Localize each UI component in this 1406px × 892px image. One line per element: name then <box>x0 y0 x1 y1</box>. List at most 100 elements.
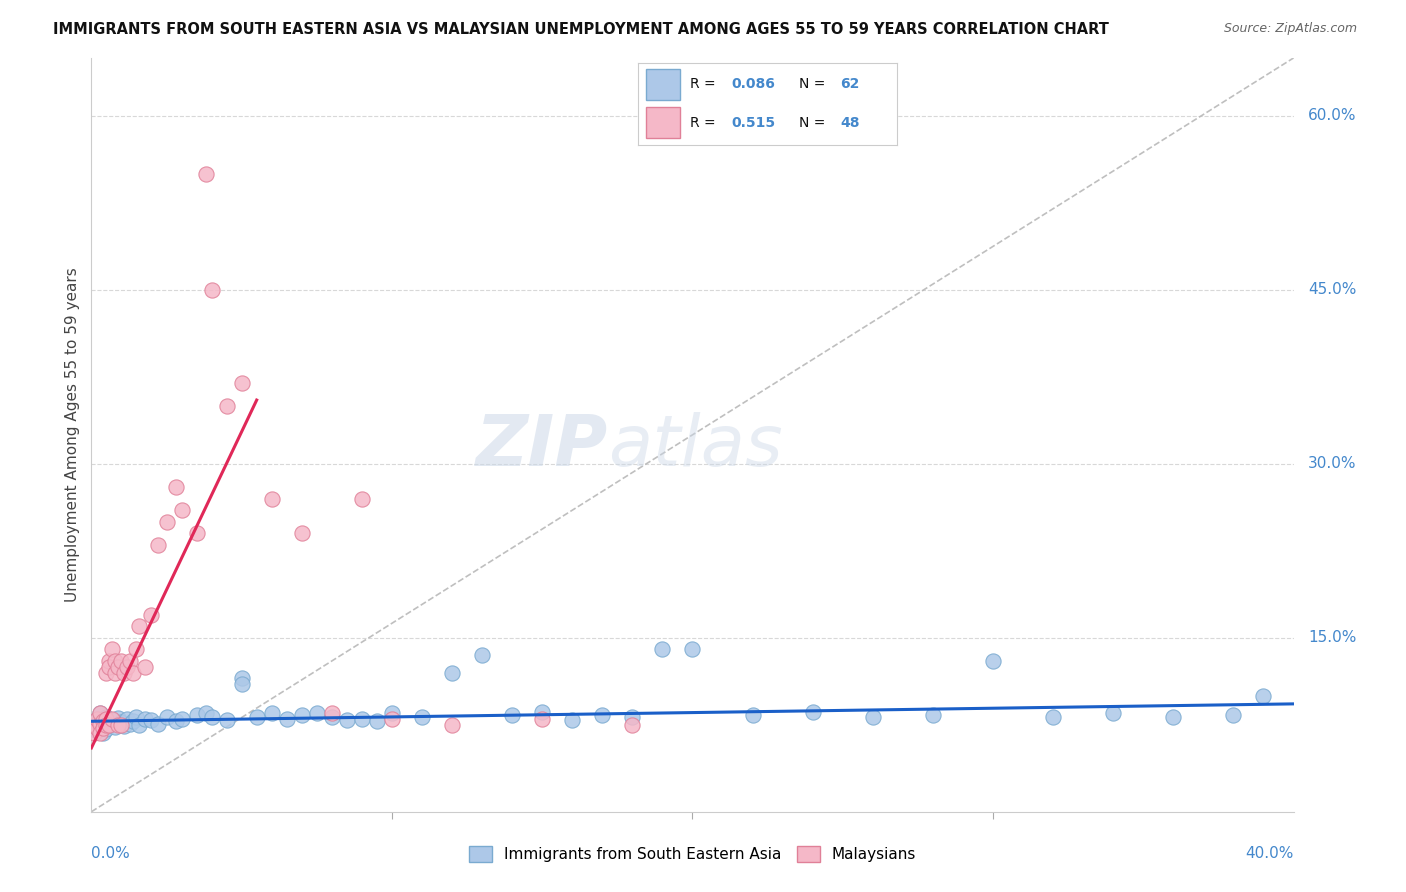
Point <box>291 708 314 723</box>
Point <box>165 480 187 494</box>
Point <box>165 714 187 729</box>
Point <box>366 714 388 729</box>
Point <box>350 712 373 726</box>
Point <box>681 642 703 657</box>
Point <box>1222 708 1244 723</box>
Point <box>114 719 136 733</box>
Text: Source: ZipAtlas.com: Source: ZipAtlas.com <box>1223 22 1357 36</box>
Point <box>101 713 124 727</box>
Point <box>98 716 121 731</box>
Point <box>96 723 118 737</box>
Point <box>260 706 283 721</box>
Point <box>215 399 238 413</box>
Point <box>1042 709 1064 723</box>
Point <box>922 708 945 723</box>
Point <box>155 515 177 529</box>
Point <box>651 642 673 657</box>
Point <box>531 712 554 726</box>
Point <box>89 716 111 731</box>
Point <box>128 717 150 731</box>
Point <box>96 665 118 680</box>
Point <box>231 677 253 691</box>
Point <box>86 712 108 726</box>
Text: 30.0%: 30.0% <box>1308 457 1357 471</box>
Text: 60.0%: 60.0% <box>1308 109 1357 123</box>
Text: 15.0%: 15.0% <box>1308 631 1357 645</box>
Text: 45.0%: 45.0% <box>1308 283 1357 297</box>
Y-axis label: Unemployment Among Ages 55 to 59 years: Unemployment Among Ages 55 to 59 years <box>65 268 80 602</box>
Point <box>96 717 118 731</box>
Point <box>561 713 583 727</box>
Point <box>83 717 105 731</box>
Point <box>146 538 169 552</box>
Point <box>98 717 121 731</box>
Point <box>96 709 118 723</box>
Point <box>89 706 111 721</box>
Point <box>194 706 217 721</box>
Point <box>350 491 373 506</box>
Point <box>117 660 139 674</box>
Point <box>246 709 269 723</box>
Point <box>98 654 121 668</box>
Point <box>83 717 105 731</box>
Point <box>146 716 169 731</box>
Point <box>471 648 494 662</box>
Text: 40.0%: 40.0% <box>1246 846 1294 861</box>
Point <box>104 654 127 668</box>
Point <box>186 708 208 723</box>
Point <box>89 721 111 735</box>
Point <box>1161 709 1184 723</box>
Point <box>801 705 824 719</box>
Point <box>231 671 253 685</box>
Point <box>981 654 1004 668</box>
Point <box>194 167 217 181</box>
Point <box>114 665 136 680</box>
Point <box>120 654 142 668</box>
Point <box>336 713 359 727</box>
Point <box>134 660 156 674</box>
Point <box>101 642 124 657</box>
Point <box>86 712 108 726</box>
Point <box>170 503 193 517</box>
Point <box>531 705 554 719</box>
Point <box>291 526 314 541</box>
Legend: Immigrants from South Eastern Asia, Malaysians: Immigrants from South Eastern Asia, Mala… <box>463 840 922 868</box>
Text: ZIP: ZIP <box>477 411 609 481</box>
Point <box>591 708 613 723</box>
Point <box>305 706 328 721</box>
Point <box>93 714 115 729</box>
Point <box>141 607 163 622</box>
Point <box>621 709 644 723</box>
Point <box>501 708 523 723</box>
Point <box>170 712 193 726</box>
Point <box>86 723 108 738</box>
Point <box>107 660 129 674</box>
Point <box>186 526 208 541</box>
Point <box>98 660 121 674</box>
Point <box>201 709 224 723</box>
Point <box>93 714 115 729</box>
Point <box>89 706 111 721</box>
Point <box>201 283 224 297</box>
Point <box>107 717 129 731</box>
Point <box>83 726 105 740</box>
Point <box>86 721 108 735</box>
Point <box>93 726 115 740</box>
Point <box>1253 689 1275 703</box>
Point <box>1102 706 1125 721</box>
Point <box>104 720 127 734</box>
Point <box>621 717 644 731</box>
Point <box>117 712 139 726</box>
Point <box>381 712 404 726</box>
Point <box>93 721 115 735</box>
Point <box>96 712 118 726</box>
Point <box>260 491 283 506</box>
Text: IMMIGRANTS FROM SOUTH EASTERN ASIA VS MALAYSIAN UNEMPLOYMENT AMONG AGES 55 TO 59: IMMIGRANTS FROM SOUTH EASTERN ASIA VS MA… <box>53 22 1109 37</box>
Text: atlas: atlas <box>609 411 783 481</box>
Point <box>125 709 148 723</box>
Point <box>411 709 433 723</box>
Point <box>120 716 142 731</box>
Point <box>276 712 298 726</box>
Point <box>321 706 343 721</box>
Point <box>89 726 111 740</box>
